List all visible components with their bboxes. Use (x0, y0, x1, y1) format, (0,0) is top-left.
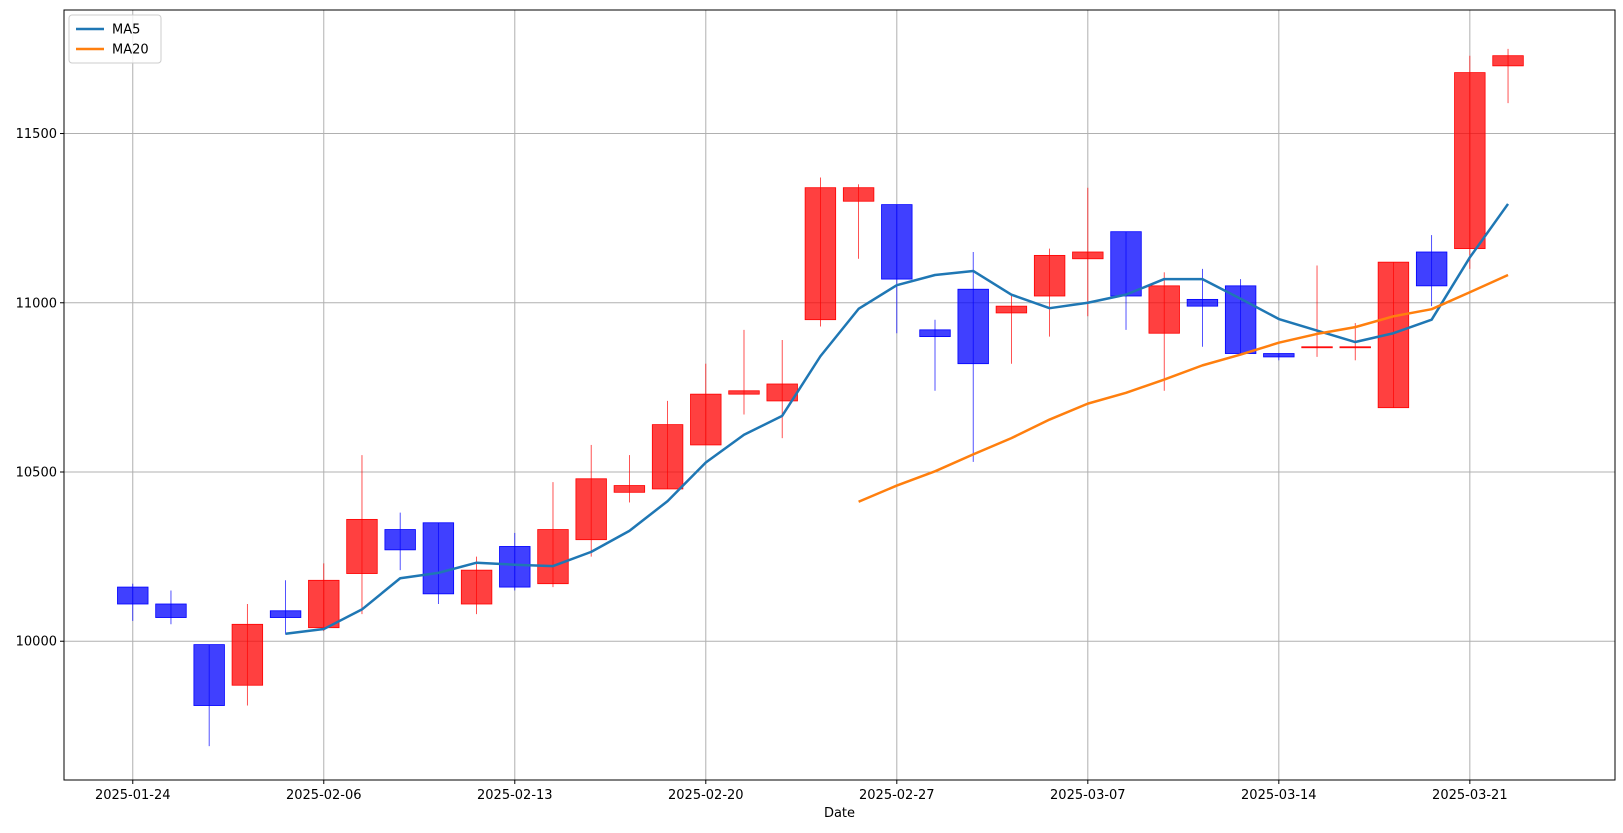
y-tick-label: 11000 (16, 296, 57, 311)
y-tick-label: 10500 (16, 466, 57, 481)
candle (690, 363, 722, 446)
candle-body (193, 644, 225, 706)
candle (1415, 235, 1448, 307)
candle (995, 296, 1028, 364)
candle-body (613, 485, 646, 493)
x-axis-ticks: 2025-01-24 2025-02-06 2025-02-13 2025-02-20… (95, 780, 1508, 803)
candle-body (651, 424, 684, 490)
candle-body (995, 305, 1028, 314)
x-tick-label: 2025-03-21 (1432, 788, 1508, 803)
candle-body (881, 204, 913, 280)
candle (308, 563, 340, 632)
legend: MA5 MA20 (68, 14, 162, 64)
candle (1263, 353, 1295, 361)
candle (384, 512, 416, 571)
candle (957, 252, 989, 462)
candle (881, 204, 913, 334)
y-tick-label: 11500 (16, 127, 57, 142)
candle (1186, 268, 1219, 347)
candle-body (117, 586, 149, 605)
candle (537, 482, 569, 588)
candle (269, 580, 302, 635)
candle (804, 177, 837, 327)
x-tick-label: 2025-02-27 (859, 788, 935, 803)
candle (1454, 55, 1486, 269)
y-axis-ticks: 10000 10500 11000 11500 (16, 127, 64, 650)
x-tick-label: 2025-02-13 (477, 788, 553, 803)
candle-body (1263, 353, 1295, 358)
x-axis-label: Date (824, 806, 855, 821)
candle-body (422, 522, 455, 595)
candle-body (575, 478, 607, 541)
candle (842, 184, 875, 259)
candle (1033, 248, 1066, 337)
candle (766, 340, 798, 439)
candle-body (1072, 251, 1104, 260)
legend-entry: MA20 (76, 43, 149, 58)
x-tick-label: 2025-02-20 (668, 788, 744, 803)
candle-body (1301, 346, 1333, 349)
x-tick-label: 2025-03-07 (1050, 788, 1126, 803)
y-tick-label: 10000 (16, 635, 57, 650)
plot-frame (63, 9, 1616, 781)
candle (613, 455, 646, 503)
moving-average-lines (285, 203, 1510, 636)
candle (575, 444, 607, 557)
candle (193, 644, 225, 747)
candle (1072, 187, 1104, 317)
candle (1492, 48, 1524, 104)
candle-body (1110, 231, 1142, 297)
candle-body (499, 546, 531, 588)
candle (651, 400, 684, 490)
candle-body (690, 393, 722, 446)
candle-body (1033, 254, 1066, 297)
candle (117, 583, 149, 621)
candle-body (728, 390, 760, 395)
legend-entry: MA5 (76, 23, 140, 38)
candle-body (460, 569, 493, 605)
candle-body (1415, 251, 1448, 287)
x-tick-label: 2025-03-14 (1241, 788, 1317, 803)
series-line-ma5 (285, 203, 1510, 636)
candle-body (957, 288, 989, 365)
candle (728, 329, 760, 415)
grid-lines (64, 10, 1615, 780)
candle (422, 522, 455, 604)
candle (1301, 265, 1333, 357)
candle-body (1339, 346, 1371, 349)
candle-body (1186, 298, 1219, 307)
candle (346, 455, 378, 615)
candle-body (537, 529, 569, 585)
candle (1224, 279, 1257, 354)
candles (117, 48, 1524, 747)
candle-body (308, 579, 340, 629)
series-line-ma20 (858, 273, 1509, 503)
legend-label: MA5 (112, 23, 140, 38)
candle-body (1492, 55, 1524, 67)
candle (155, 590, 187, 625)
candle-body (1148, 285, 1180, 334)
candle-body (842, 187, 875, 202)
candle (499, 532, 531, 591)
legend-label: MA20 (112, 43, 149, 58)
candle-body (155, 603, 187, 618)
x-tick-label: 2025-02-06 (286, 788, 362, 803)
candle-body (346, 518, 378, 574)
candle (460, 556, 493, 615)
candle-body (384, 529, 416, 551)
candle-body (919, 329, 951, 338)
candle-body (231, 623, 264, 686)
legend-box (68, 14, 162, 64)
candle-body (804, 187, 837, 321)
candle-body (1224, 285, 1257, 354)
candle (231, 604, 264, 706)
candle (1148, 272, 1180, 391)
candle (1110, 231, 1142, 330)
x-tick-label: 2025-01-24 (95, 788, 171, 803)
candle-body (269, 610, 302, 618)
candle-body (1454, 72, 1486, 250)
candle (919, 319, 951, 391)
